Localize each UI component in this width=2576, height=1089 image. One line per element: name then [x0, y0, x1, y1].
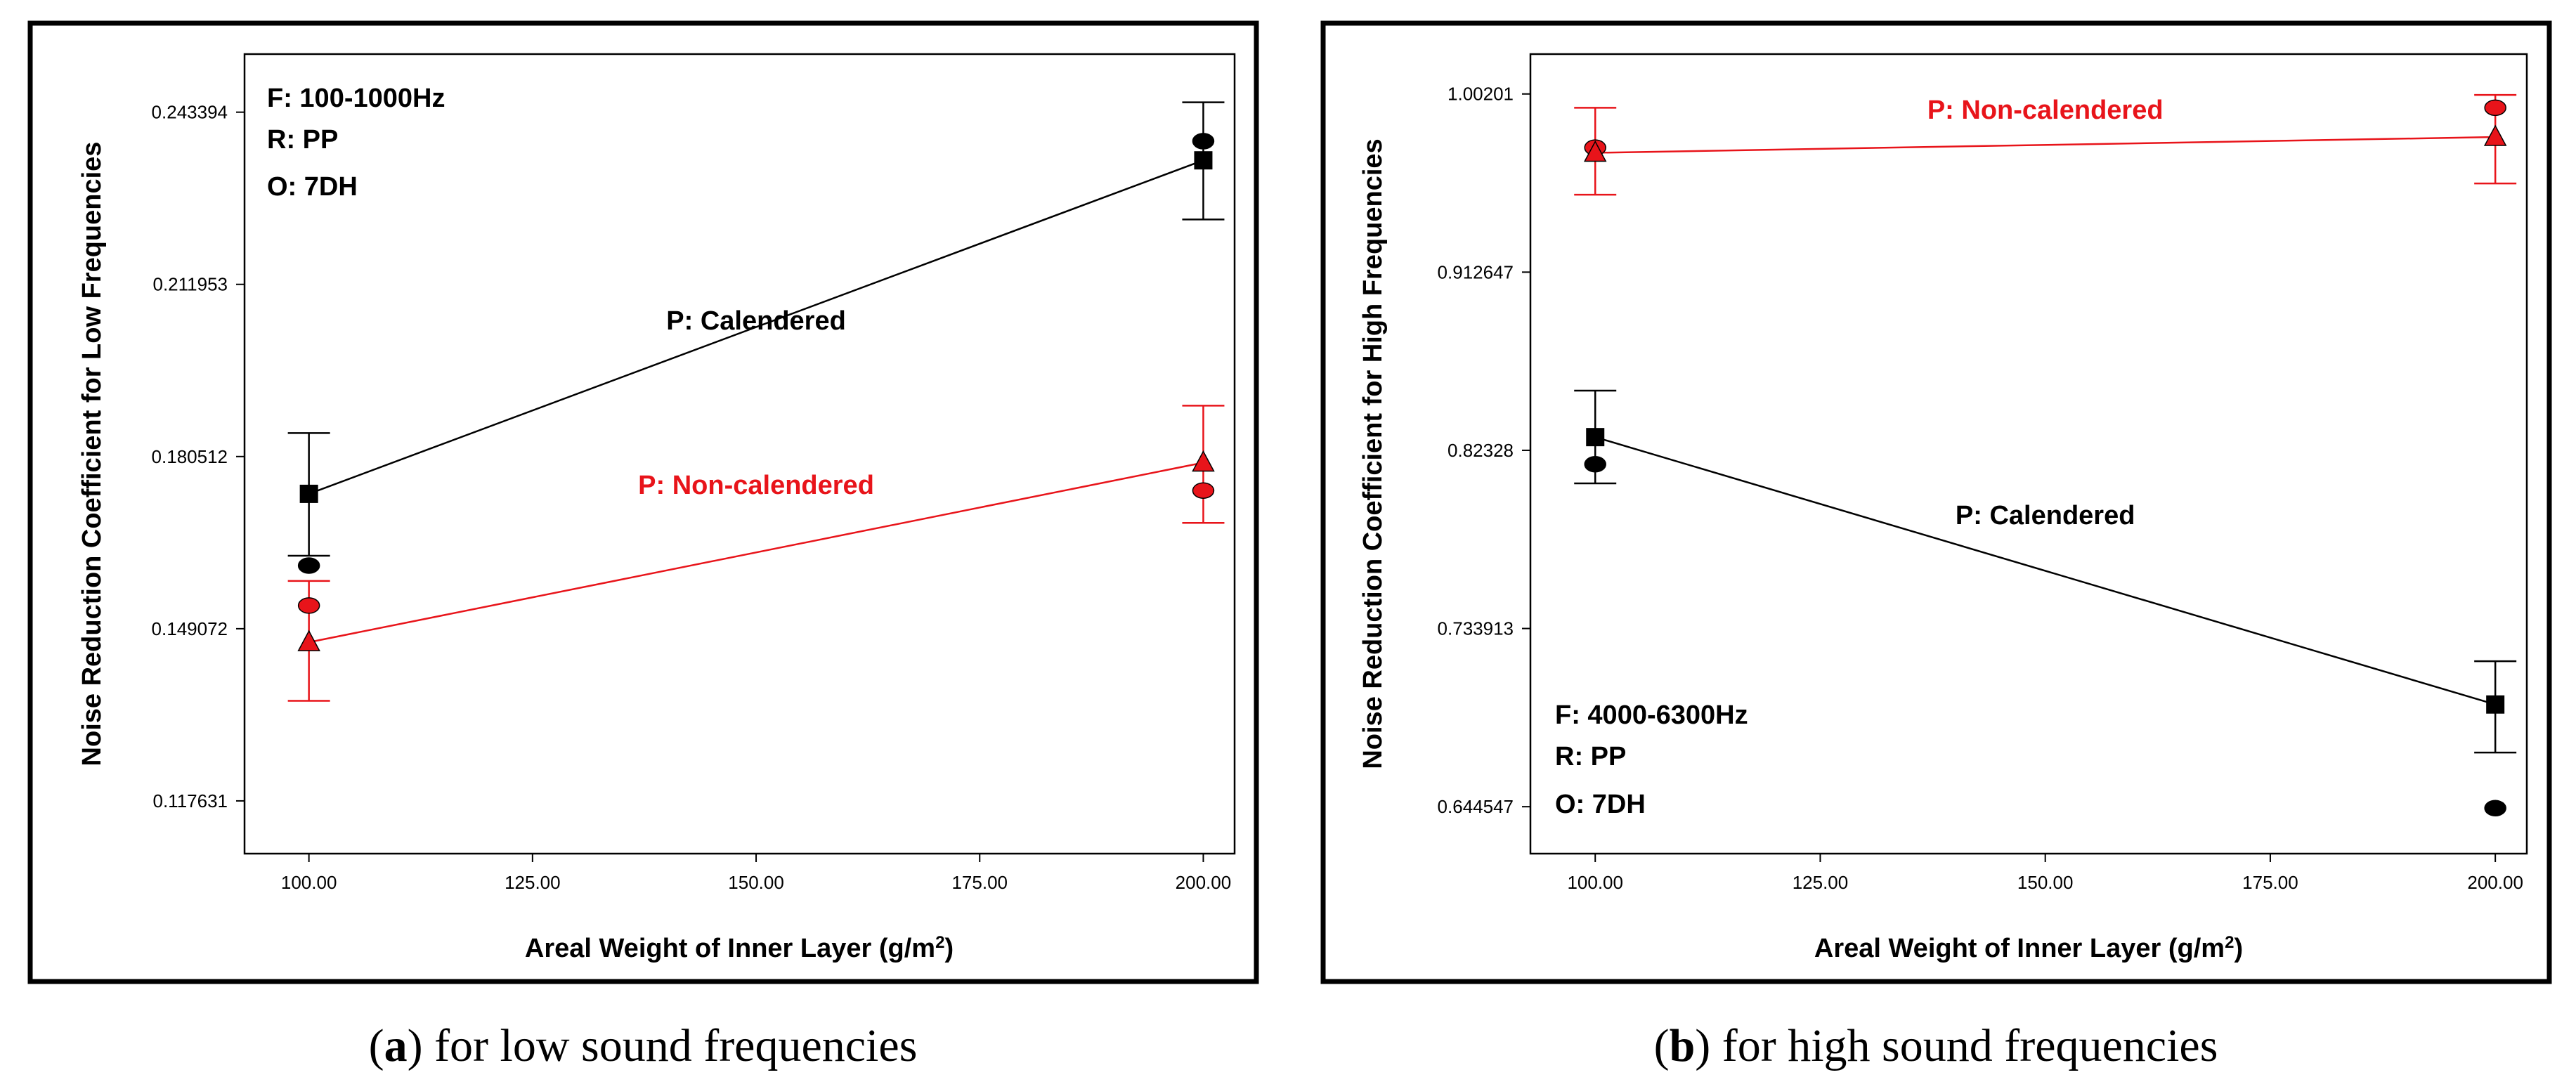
panel-b-series-calendered-observed-point — [2484, 800, 2506, 817]
panel-a-series-calendered-observed-point — [297, 557, 320, 574]
panel-b-info-line-3: O: 7DH — [1555, 790, 1646, 819]
panel-a-x-axis-label: Areal Weight of Inner Layer (g/m2) — [525, 933, 954, 964]
panel-b-y-tick-label: 0.644547 — [1438, 796, 1514, 817]
panel-a-series-non-calendered-label: P: Non-calendered — [638, 471, 874, 500]
panel-b: 100.00 125.00 150.00 175.00 200.00 0.644547 0.… — [1320, 20, 2552, 984]
panel-a-x-axis-label-sup: 2 — [935, 933, 944, 952]
panel-b-x-axis-label-end: ) — [2234, 934, 2243, 963]
panel-a-series-calendered-predicted-point — [1194, 151, 1213, 170]
panel-a-info-line-2: R: PP — [267, 125, 338, 155]
panel-b-y-axis-label: Noise Reduction Coefficient for High Fre… — [1358, 138, 1388, 769]
panel-b-series-calendered-observed-point — [1584, 456, 1606, 473]
panel-b-x-axis-label: Areal Weight of Inner Layer (g/m2) — [1814, 933, 2243, 964]
panel-b-plot: 100.00 125.00 150.00 175.00 200.00 0.644547 0.… — [1438, 84, 2523, 893]
panel-b-x-axis-label-sup: 2 — [2225, 933, 2234, 952]
panel-b-info-line-1: F: 4000-6300Hz — [1555, 700, 1748, 730]
panel-a-x-axis-label-end: ) — [944, 934, 954, 963]
panel-a-series-calendered-observed-point — [1192, 133, 1215, 150]
panel-a-y-tick-label: 0.117631 — [152, 790, 228, 811]
panel-a-x-tick-label: 100.00 — [281, 872, 337, 893]
panel-a-series-calendered-label: P: Calendered — [666, 306, 846, 336]
panel-a-series-calendered-predicted-point — [299, 484, 318, 503]
panel-b-info-line-2: R: PP — [1555, 742, 1626, 771]
panel-b-series-calendered-label: P: Calendered — [1956, 501, 2135, 530]
caption-a-letter: a — [384, 1020, 408, 1071]
panel-b-x-tick-label: 200.00 — [2467, 872, 2523, 893]
panel-b-series-non-calendered-predicted-point — [1583, 140, 1607, 162]
panel-a-x-tick-label: 200.00 — [1176, 872, 1232, 893]
caption-b: (b) for high sound frequencies — [1654, 1020, 2218, 1071]
caption-a-text: for low sound frequencies — [423, 1020, 918, 1071]
panel-a-series-non-calendered-observed-point — [1192, 482, 1215, 499]
panel-b-series-non-calendered-label: P: Non-calendered — [1927, 96, 2164, 125]
panel-a-series-non-calendered: P: Non-calendered — [287, 405, 1225, 702]
panel-b-frame — [1320, 20, 2552, 984]
panel-a-y-tick-label: 0.180512 — [152, 446, 228, 467]
panel-b-series-calendered: P: Calendered — [1574, 389, 2517, 817]
panel-b-plot-area — [1529, 53, 2528, 855]
panel-b-series-non-calendered-observed-point — [2484, 99, 2506, 117]
caption-b-letter: b — [1670, 1020, 1696, 1071]
panel-a-y-tick-label: 0.243394 — [152, 102, 228, 123]
panel-b-series-calendered-predicted-point — [2486, 695, 2505, 714]
panel-a-series-calendered: P: Calendered — [287, 101, 1225, 574]
panel-b-y-tick-label: 1.00201 — [1448, 84, 1514, 105]
panel-a-series-non-calendered-observed-point — [297, 597, 320, 614]
panel-b-y-tick-label: 0.912647 — [1438, 261, 1514, 282]
panel-a-info-line-1: F: 100-1000Hz — [267, 84, 445, 113]
panel-a: 100.00 125.00 150.00 175.00 200.00 0.117631 0.… — [27, 20, 1259, 984]
panel-a-plot-area — [243, 53, 1236, 855]
panel-b-x-axis-label-main: Areal Weight of Inner Layer (g/m — [1814, 934, 2225, 963]
panel-b-x-tick-label: 150.00 — [2017, 872, 2074, 893]
panel-b-y-tick-label: 0.733913 — [1438, 618, 1514, 639]
panel-a-x-tick-label: 175.00 — [951, 872, 1008, 893]
panel-a-x-tick-label: 150.00 — [728, 872, 784, 893]
caption-a: (a) for low sound frequencies — [369, 1020, 918, 1071]
panel-a-series-non-calendered-predicted-point — [1192, 450, 1215, 472]
panel-a-series-non-calendered-predicted-point — [297, 630, 320, 651]
panel-a-info-line-3: O: 7DH — [267, 172, 358, 202]
panel-a-frame — [27, 20, 1259, 984]
panel-b-x-tick-label: 125.00 — [1793, 872, 1849, 893]
panel-b-y-tick-label: 0.82328 — [1448, 440, 1514, 461]
panel-a-y-tick-label: 0.211953 — [152, 274, 228, 295]
panel-a-x-tick-label: 125.00 — [505, 872, 561, 893]
panel-a-series-non-calendered-line — [308, 462, 1204, 644]
panel-b-series-calendered-line — [1594, 436, 2496, 705]
panel-b-series-calendered-predicted-point — [1586, 428, 1605, 447]
panel-a-plot: 100.00 125.00 150.00 175.00 200.00 0.117631 0.… — [152, 101, 1232, 893]
caption-b-text: for high sound frequencies — [1710, 1020, 2218, 1071]
panel-b-series-non-calendered-line — [1595, 136, 2496, 154]
panel-a-y-tick-label: 0.149072 — [152, 618, 228, 639]
panel-b-x-tick-label: 175.00 — [2242, 872, 2298, 893]
panel-a-x-axis-label-main: Areal Weight of Inner Layer (g/m — [525, 934, 935, 963]
panel-a-series-calendered-line — [308, 159, 1204, 495]
panel-b-series-non-calendered: P: Non-calendered — [1574, 93, 2517, 196]
panel-b-x-tick-label: 100.00 — [1567, 872, 1623, 893]
panel-b-series-non-calendered-predicted-point — [2483, 124, 2507, 146]
panel-a-y-axis-label: Noise Reduction Coefficient for Low Freq… — [77, 142, 107, 767]
